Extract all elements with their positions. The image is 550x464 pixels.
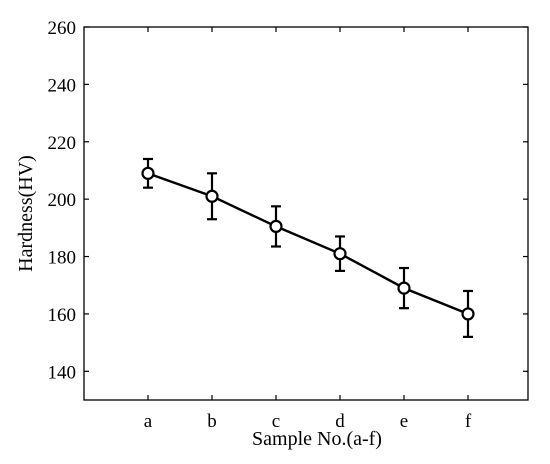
y-tick-label: 140 <box>48 362 77 383</box>
data-point-marker <box>205 189 219 203</box>
data-point-marker <box>397 281 411 295</box>
y-tick-label: 220 <box>48 133 77 154</box>
x-tick-label: f <box>465 411 472 432</box>
x-tick-label: b <box>207 411 217 432</box>
y-tick-label: 200 <box>48 190 77 211</box>
series-line <box>147 172 469 316</box>
data-point-marker <box>333 247 347 261</box>
x-tick-label: a <box>144 411 153 432</box>
plot-frame <box>83 26 529 401</box>
y-tick-label: 240 <box>48 75 77 96</box>
y-axis: 140 160 180 200 220 240 260 <box>48 18 528 383</box>
x-tick-label: d <box>335 411 345 432</box>
y-tick-label: 180 <box>48 248 77 269</box>
data-point-marker <box>141 166 155 180</box>
data-point-marker <box>269 219 283 234</box>
series-group <box>141 157 475 338</box>
x-axis-title: Sample No.(a-f) <box>252 428 382 450</box>
y-tick-label: 160 <box>48 305 77 326</box>
y-tick-label: 260 <box>48 18 77 39</box>
y-axis-title: Hardness(HV) <box>15 155 37 272</box>
x-axis: a b c d e f <box>144 27 472 432</box>
data-point-marker <box>461 307 475 321</box>
x-tick-label: c <box>272 411 280 432</box>
x-tick-label: e <box>400 411 408 432</box>
